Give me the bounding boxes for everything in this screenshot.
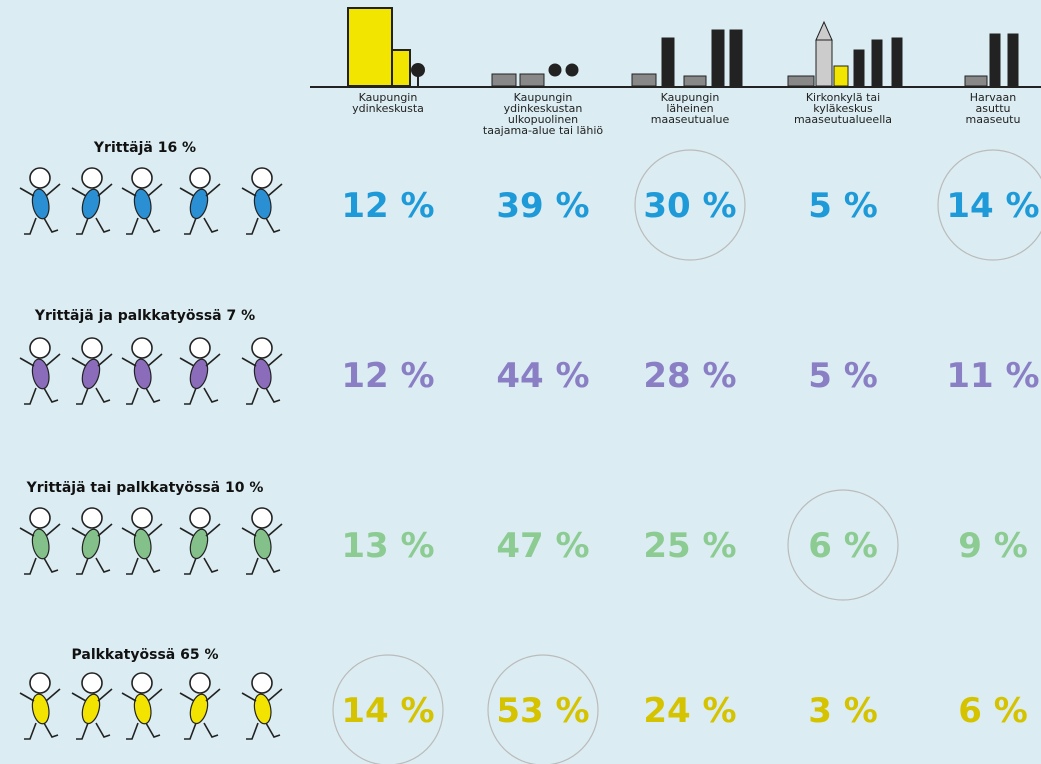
figure-head [190,168,210,188]
row-label: Yrittäjä 16 % [93,140,196,156]
percentage: 30 % [643,186,736,226]
percentage: 9 % [958,526,1028,566]
percentage: 5 % [808,186,878,226]
figure-head [82,168,102,188]
figure-head [252,508,272,528]
figure-head [82,673,102,693]
figure-head [252,168,272,188]
percentage: 14 % [946,186,1039,226]
percentage: 11 % [946,356,1039,396]
percentage: 6 % [808,526,878,566]
column-header: ydinkeskusta [352,102,424,115]
column-header: taajama-alue tai lähiö [483,124,603,137]
figure-head [30,338,50,358]
figure-head [190,508,210,528]
percentage: 53 % [496,691,589,731]
percentage: 28 % [643,356,736,396]
figure-head [82,338,102,358]
infographic: KaupunginydinkeskustaKaupunginydinkeskus… [0,0,1041,764]
percentage: 13 % [341,526,434,566]
column-header: maaseutu [966,113,1021,126]
figure-head [132,338,152,358]
percentage: 12 % [341,186,434,226]
figure-head [190,338,210,358]
percentage: 3 % [808,691,878,731]
figure-head [252,338,272,358]
figure-head [30,168,50,188]
figure-head [252,673,272,693]
percentage: 14 % [341,691,434,731]
figure-head [132,168,152,188]
percentage: 44 % [496,356,589,396]
page: KaupunginydinkeskustaKaupunginydinkeskus… [0,0,1041,764]
figure-head [132,673,152,693]
percentage: 12 % [341,356,434,396]
percentage: 5 % [808,356,878,396]
percentage: 24 % [643,691,736,731]
row-label: Yrittäjä ja palkkatyössä 7 % [34,308,255,324]
percentage: 25 % [643,526,736,566]
percentage: 6 % [958,691,1028,731]
figure-head [82,508,102,528]
figure-head [132,508,152,528]
column-header: maaseutualue [651,113,730,126]
figure-head [30,673,50,693]
row-label: Palkkatyössä 65 % [71,647,218,663]
percentage: 39 % [496,186,589,226]
figure-head [30,508,50,528]
percentage: 47 % [496,526,589,566]
column-header: maaseutualueella [794,113,892,126]
figure-head [190,673,210,693]
row-label: Yrittäjä tai palkkatyössä 10 % [26,480,264,496]
